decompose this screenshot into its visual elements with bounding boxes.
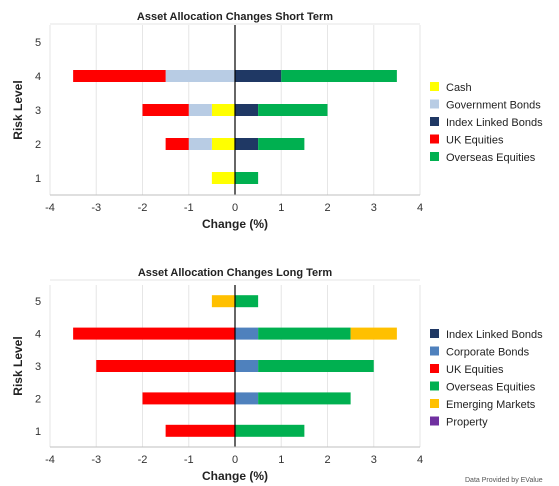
x-tick-label: 0 (232, 454, 238, 466)
bar-segment (235, 104, 259, 116)
legend-swatch (430, 134, 439, 144)
x-tick-label: -4 (45, 454, 55, 466)
x-tick-label: -3 (91, 202, 101, 214)
x-tick-label: 1 (278, 454, 284, 466)
x-tick-label: 2 (324, 454, 330, 466)
bar-segment (235, 295, 259, 308)
y-tick-label: 1 (35, 426, 41, 438)
legend-swatch (430, 99, 439, 109)
bar-segment (235, 70, 282, 82)
x-tick-label: -2 (138, 454, 148, 466)
y-tick-label: 3 (35, 105, 41, 117)
bar-segment (211, 295, 235, 308)
bar-segment (281, 70, 397, 82)
legend-swatch (430, 416, 439, 426)
x-tick-label: -2 (138, 202, 148, 214)
bar-segment (258, 392, 351, 405)
short-term-chart: Asset Allocation Changes Short Term -4 -3 -… (11, 11, 543, 231)
legend-swatch (430, 117, 439, 126)
legend-label: Cash (446, 82, 472, 94)
x-tick-label: -1 (184, 202, 194, 214)
bar-segment (258, 360, 374, 372)
credit-text: Data Provided by EValue (465, 477, 543, 484)
y-tick-label: 2 (35, 139, 41, 151)
bar-segment (142, 392, 235, 405)
x-tick-label: 4 (417, 454, 423, 466)
x-tick-label: -1 (184, 454, 194, 466)
legend-label: UK Equities (446, 135, 504, 147)
bar-segment (211, 138, 235, 150)
legend-swatch (430, 364, 439, 373)
bar-segment (235, 424, 305, 437)
bar-segment (258, 104, 328, 116)
bar-segment (235, 360, 259, 372)
legend-label: Corporate Bonds (446, 347, 530, 359)
bar-segment (188, 138, 212, 150)
bar-segment (73, 70, 166, 82)
y-tick-label: 2 (35, 393, 41, 405)
bar-segment (165, 70, 235, 82)
y-tick-label: 4 (35, 71, 41, 83)
y-tick-label: 3 (35, 361, 41, 373)
bar-segment (258, 138, 305, 150)
x-tick-label: 1 (278, 202, 284, 214)
x-axis-label: Change (%) (202, 469, 268, 483)
legend-label: Emerging Markets (446, 399, 536, 411)
legend-swatch (430, 82, 439, 91)
legend-label: UK Equities (446, 364, 504, 376)
x-tick-label: 0 (232, 202, 238, 214)
chart-title: Asset Allocation Changes Long Term (138, 267, 333, 279)
legend-label: Overseas Equities (446, 382, 536, 394)
bar-segment (235, 392, 259, 405)
long-term-chart: Asset Allocation Changes Long Term -4 -3 -2… (11, 267, 543, 483)
y-tick-label: 5 (35, 37, 41, 49)
y-tick-label: 1 (35, 173, 41, 185)
bar-segment (258, 327, 351, 340)
legend-swatch (430, 152, 439, 161)
legend-label: Index Linked Bonds (446, 329, 543, 341)
chart-title: Asset Allocation Changes Short Term (137, 11, 333, 23)
bar-segment (142, 104, 189, 116)
bar-segment (350, 327, 397, 340)
x-tick-label: 4 (417, 202, 423, 214)
bar-segment (165, 424, 235, 437)
x-tick-label: -3 (91, 454, 101, 466)
bar-segment (235, 172, 259, 184)
legend-swatch (430, 346, 439, 356)
y-axis-label: Risk Level (11, 80, 25, 139)
x-tick-label: 3 (371, 454, 377, 466)
y-tick-label: 5 (35, 296, 41, 308)
y-tick-label: 4 (35, 329, 41, 341)
bar-segment (211, 172, 235, 184)
legend-label: Government Bonds (446, 100, 541, 112)
bar-segment (165, 138, 189, 150)
legend-label: Index Linked Bonds (446, 117, 543, 129)
bar-segment (96, 360, 235, 372)
x-axis-label: Change (%) (202, 217, 268, 231)
bar-segment (235, 327, 259, 340)
bar-segment (188, 104, 212, 116)
y-axis-label: Risk Level (11, 336, 25, 395)
bar-segment (211, 104, 235, 116)
bar-segment (73, 327, 235, 340)
legend-swatch (430, 399, 439, 408)
bar-segment (235, 138, 259, 150)
x-tick-label: -4 (45, 202, 55, 214)
x-tick-label: 3 (371, 202, 377, 214)
x-tick-label: 2 (324, 202, 330, 214)
legend-label: Property (446, 417, 488, 429)
legend-label: Overseas Equities (446, 152, 536, 164)
legend-swatch (430, 381, 439, 391)
legend-swatch (430, 329, 439, 338)
